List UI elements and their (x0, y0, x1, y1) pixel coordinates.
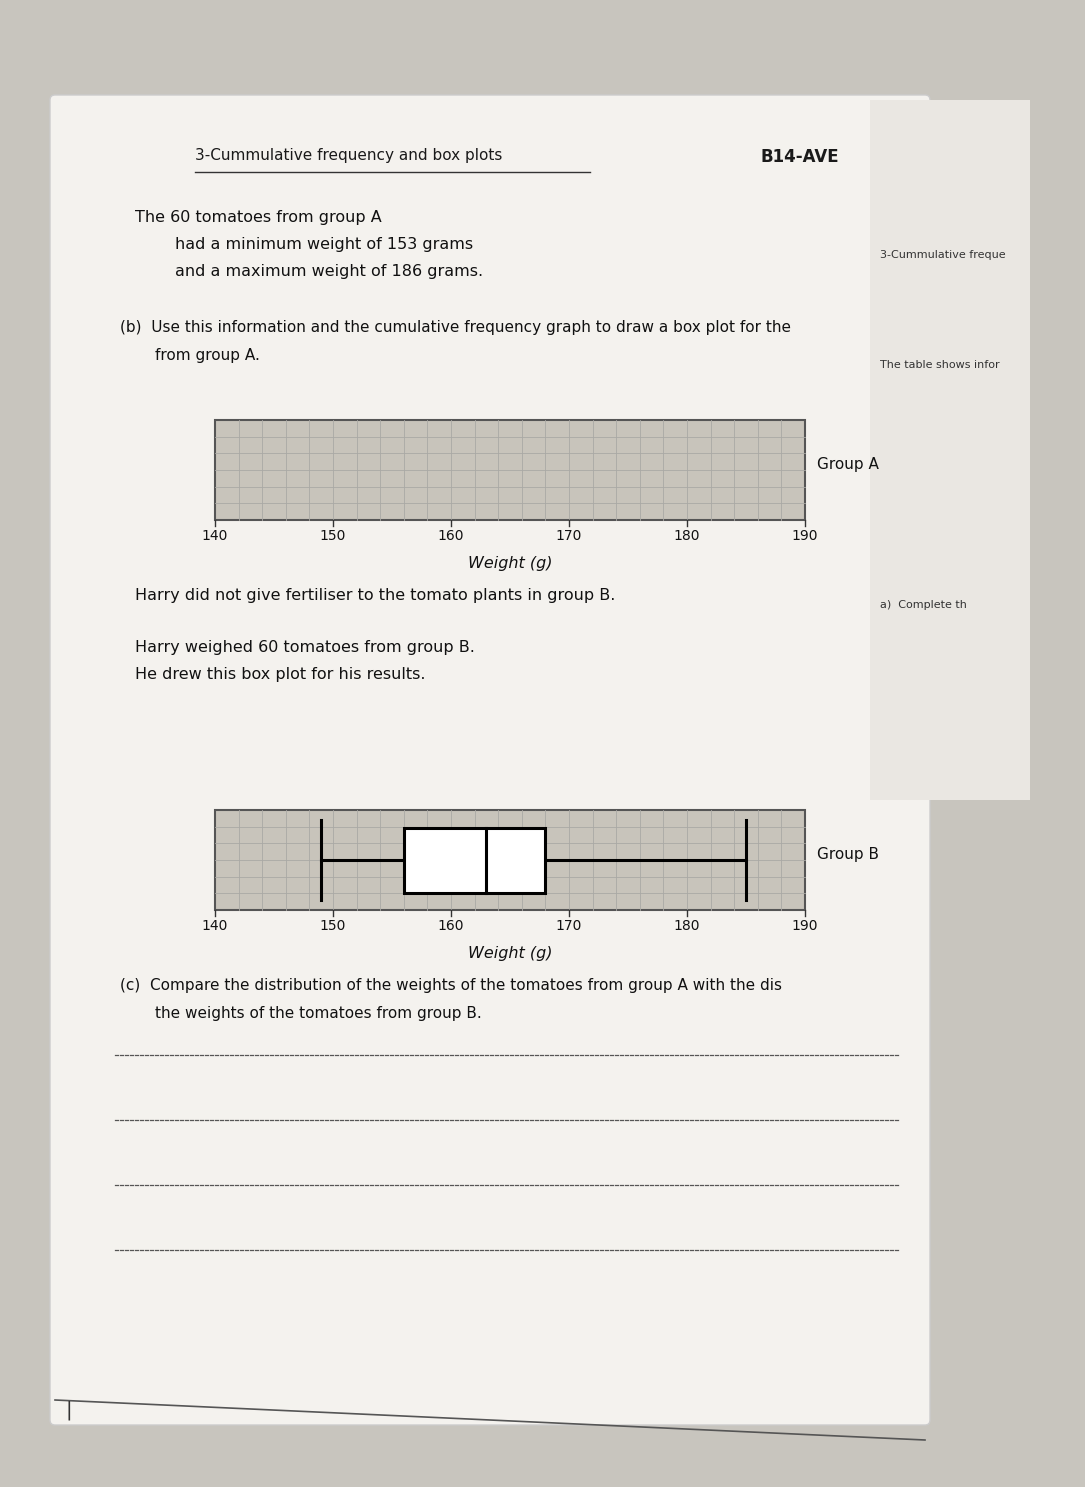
Text: 180: 180 (674, 529, 700, 543)
Text: The 60 tomatoes from group A: The 60 tomatoes from group A (135, 210, 382, 225)
Text: a)  Complete th: a) Complete th (880, 599, 967, 610)
Bar (870, 100, 1030, 800)
Text: 150: 150 (320, 919, 346, 932)
Text: 170: 170 (556, 529, 583, 543)
Text: 160: 160 (437, 529, 464, 543)
Text: |: | (65, 1401, 72, 1420)
Text: B14-AVE: B14-AVE (760, 149, 839, 167)
Text: Harry did not give fertiliser to the tomato plants in group B.: Harry did not give fertiliser to the tom… (135, 587, 615, 604)
Text: 160: 160 (437, 919, 464, 932)
Text: and a maximum weight of 186 grams.: and a maximum weight of 186 grams. (175, 265, 483, 280)
Text: Group B: Group B (817, 848, 879, 862)
Text: 150: 150 (320, 529, 346, 543)
Text: the weights of the tomatoes from group B.: the weights of the tomatoes from group B… (155, 1007, 482, 1022)
Text: Weight (g): Weight (g) (468, 946, 552, 961)
Text: had a minimum weight of 153 grams: had a minimum weight of 153 grams (175, 236, 473, 251)
Text: Harry weighed 60 tomatoes from group B.: Harry weighed 60 tomatoes from group B. (135, 639, 475, 654)
Text: 170: 170 (556, 919, 583, 932)
Text: The table shows infor: The table shows infor (880, 360, 999, 370)
Text: He drew this box plot for his results.: He drew this box plot for his results. (135, 668, 425, 683)
Text: 3-Cummulative freque: 3-Cummulative freque (880, 250, 1006, 260)
Text: 140: 140 (202, 919, 228, 932)
Bar (404, 827, 546, 892)
Text: from group A.: from group A. (155, 348, 260, 363)
Text: 140: 140 (202, 529, 228, 543)
Text: Group A: Group A (817, 458, 879, 473)
Text: 180: 180 (674, 919, 700, 932)
Text: (b)  Use this information and the cumulative frequency graph to draw a box plot : (b) Use this information and the cumulat… (120, 320, 791, 335)
Text: 190: 190 (792, 919, 818, 932)
Text: 190: 190 (792, 529, 818, 543)
Bar (215, 419, 805, 520)
Text: Weight (g): Weight (g) (468, 556, 552, 571)
Bar (215, 810, 805, 910)
Text: (c)  Compare the distribution of the weights of the tomatoes from group A with t: (c) Compare the distribution of the weig… (120, 978, 782, 993)
FancyBboxPatch shape (50, 95, 930, 1425)
Text: 3-Cummulative frequency and box plots: 3-Cummulative frequency and box plots (195, 149, 502, 164)
